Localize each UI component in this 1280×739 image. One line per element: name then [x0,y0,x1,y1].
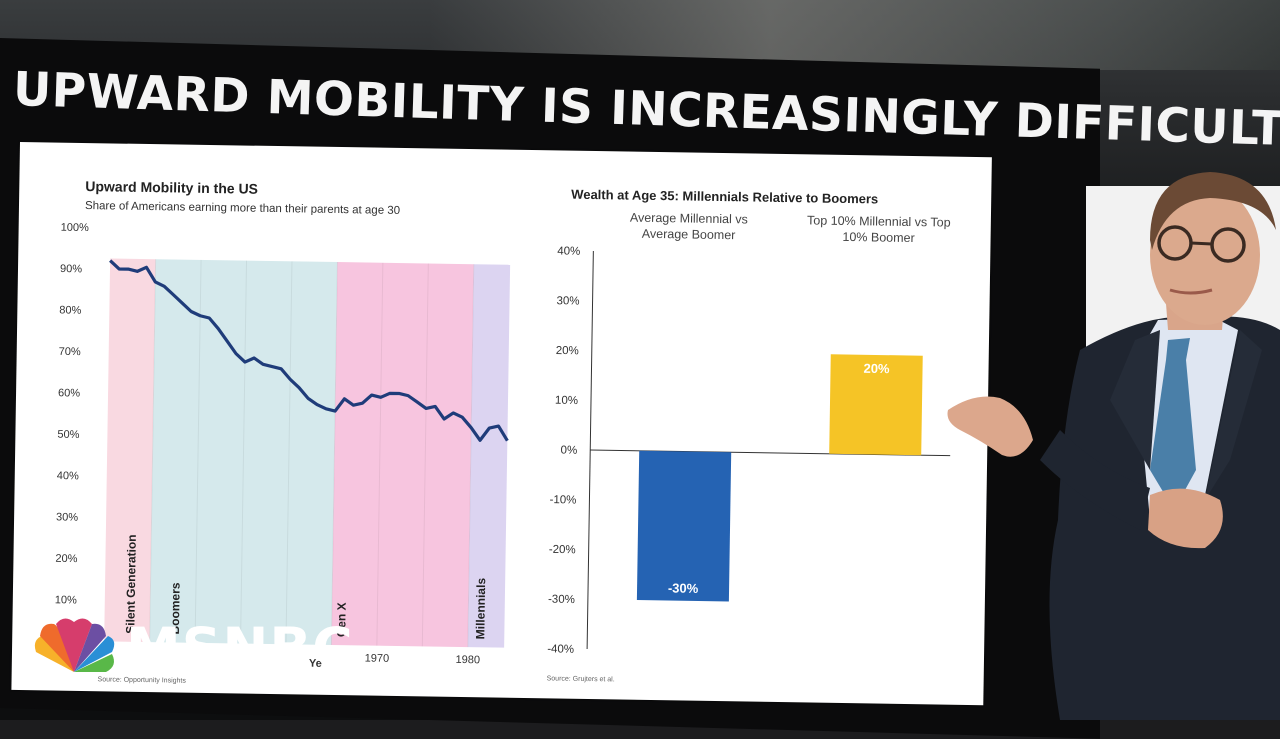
grid-line [285,261,293,645]
y-tick-label: 20% [55,553,77,565]
era-label-silent-generation: Silent Generation [123,534,139,634]
category-label: Top 10% Millennial vs Top10% Boomer [807,213,951,245]
y-tick-label: 90% [60,263,82,275]
era-band-silent-generation [104,258,156,643]
y-tick-label: -10% [549,494,576,506]
side-monitor [1086,186,1280,526]
era-labels: Silent Generation Boomers Gen X Millennials [123,534,488,640]
x-tick-label: 1970 [365,652,390,664]
grid-line [240,260,248,644]
network-name: MSNBC [126,616,354,680]
y-tick-label: 10% [555,395,578,407]
msnbc-logo: MSNBC [30,614,430,680]
grid-line [330,262,338,645]
charts-svg: Upward Mobility in the US Share of Ameri… [55,178,951,685]
y-tick-label: 10% [55,594,77,606]
mobility-source: Source: Opportunity Insights [98,676,187,684]
bar-top-10 [829,354,923,456]
y-tick-label: -30% [548,594,575,606]
mobility-line [109,259,509,442]
y-tick-label: -20% [549,544,576,556]
x-axis-label: Ye [309,658,322,670]
era-band-boomers [149,259,338,645]
peacock-icon [34,618,115,672]
mobility-x-axis: 1970 1980 Ye [309,652,480,670]
grid-line [467,264,475,648]
y-tick-label: 40% [557,245,580,257]
y-tick-label: 0% [561,445,578,457]
bar-data-label: -30% [668,580,699,595]
y-tick-label: 80% [59,304,81,316]
era-label-millennials: Millennials [473,578,488,640]
mobility-chart-title: Upward Mobility in the US [85,178,258,197]
grid-line [421,263,429,647]
bar-average [636,450,732,602]
era-label-boomers: Boomers [168,582,183,635]
y-tick-label: 50% [57,429,79,441]
y-tick-label: 100% [61,222,90,234]
y-tick-label: 30% [56,511,78,523]
y-tick-label: 70% [59,346,81,358]
grid-line [149,259,157,643]
grid-line [376,262,384,646]
mobility-y-axis: 100% 90% 80% 70% 60% 50% 40% 30% 20% 10% [55,222,89,607]
mobility-chart: Upward Mobility in the US Share of Ameri… [55,178,511,685]
wealth-category-labels: Average Millennial vsAverage Boomer Top 1… [630,211,951,245]
wealth-y-axis: 40% 30% 20% 10% 0% -10% -20% -30% -40% [547,245,580,655]
bar-data-label: 20% [863,361,890,376]
chart-panel: Upward Mobility in the US Share of Ameri… [11,142,992,706]
wealth-bars: -30% 20% [636,354,923,602]
grid-line [194,259,202,643]
mobility-chart-subtitle: Share of Americans earning more than the… [85,200,400,217]
era-band-millennials [467,264,511,648]
wealth-chart-title: Wealth at Age 35: Millennials Relative t… [571,187,878,207]
y-tick-label: 30% [556,295,579,307]
era-bands [104,258,511,648]
category-label: Average Millennial vsAverage Boomer [630,211,748,243]
y-tick-label: -40% [547,643,574,655]
x-tick-label: 1980 [455,654,480,666]
y-tick-label: 20% [556,345,579,357]
era-band-gen-x [331,262,474,648]
wealth-source: Source: Grujters et al. [547,675,615,683]
wealth-chart: Wealth at Age 35: Millennials Relative t… [547,187,951,684]
y-tick-label: 60% [58,387,80,399]
y-tick-label: 40% [57,470,79,482]
era-label-gen-x: Gen X [334,602,349,637]
